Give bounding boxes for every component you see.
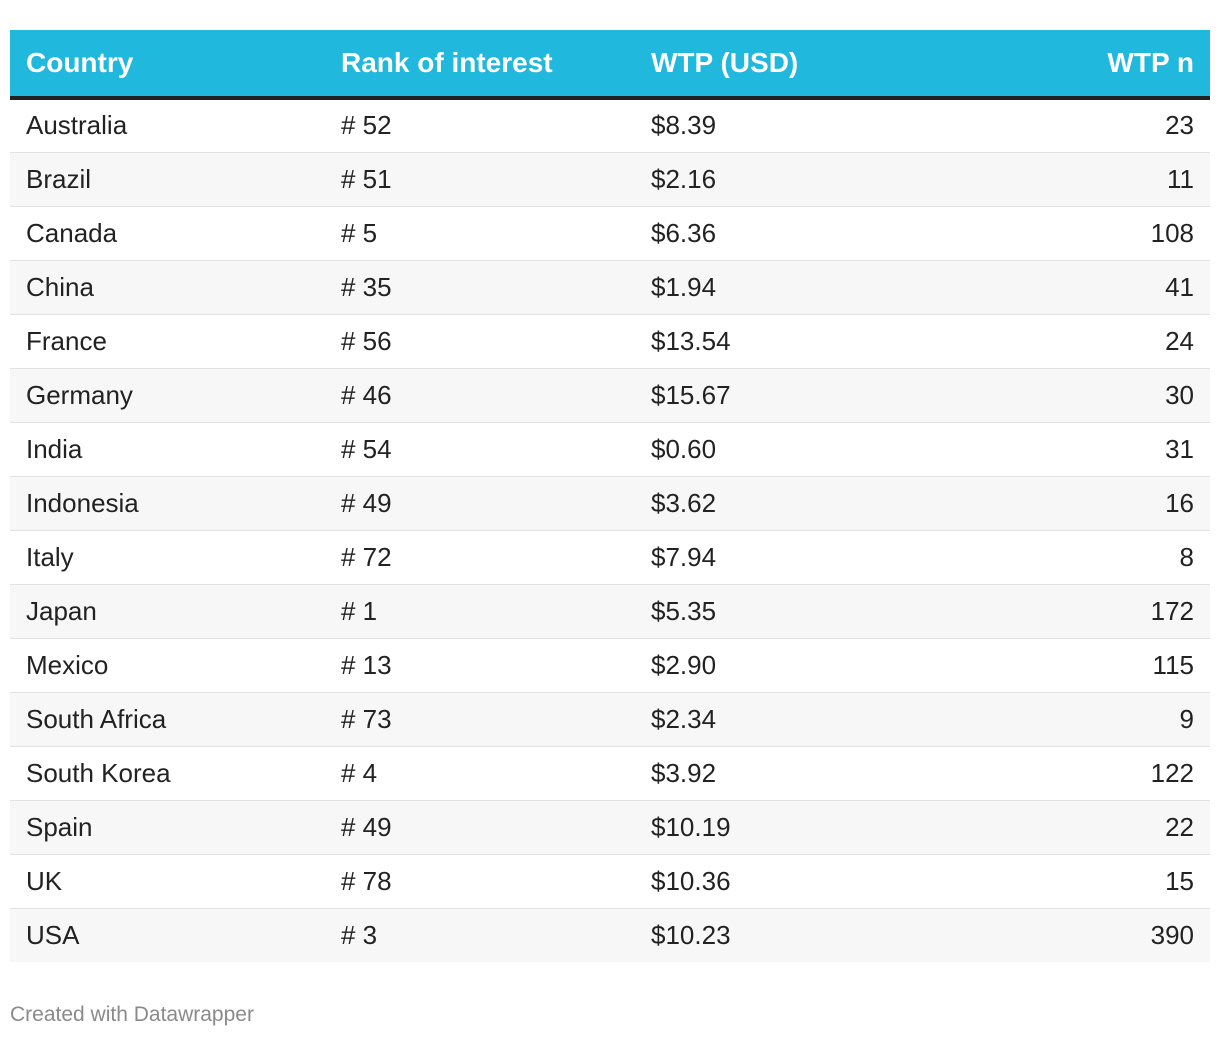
cell-country: UK bbox=[10, 854, 325, 909]
table-row: Brazil # 51 $2.16 11 bbox=[10, 152, 1210, 207]
cell-wtp-usd: $2.16 bbox=[635, 152, 925, 207]
cell-wtp-n: 22 bbox=[925, 800, 1210, 855]
cell-wtp-usd: $5.35 bbox=[635, 584, 925, 639]
cell-rank-of-interest: # 54 bbox=[325, 422, 635, 477]
cell-wtp-usd: $7.94 bbox=[635, 530, 925, 585]
cell-country: China bbox=[10, 260, 325, 315]
cell-wtp-n: 24 bbox=[925, 314, 1210, 369]
cell-wtp-usd: $8.39 bbox=[635, 98, 925, 153]
cell-rank-of-interest: # 5 bbox=[325, 206, 635, 261]
cell-wtp-usd: $15.67 bbox=[635, 368, 925, 423]
cell-country: Canada bbox=[10, 206, 325, 261]
cell-country: Australia bbox=[10, 98, 325, 153]
cell-wtp-n: 30 bbox=[925, 368, 1210, 423]
cell-country: Indonesia bbox=[10, 476, 325, 531]
cell-rank-of-interest: # 49 bbox=[325, 476, 635, 531]
table-row: Indonesia # 49 $3.62 16 bbox=[10, 476, 1210, 531]
cell-wtp-usd: $1.94 bbox=[635, 260, 925, 315]
table-body: Australia # 52 $8.39 23 Brazil # 51 $2.16 11 Can… bbox=[10, 98, 1210, 962]
column-header-wtp-n[interactable]: WTP n bbox=[925, 30, 1210, 100]
cell-country: Spain bbox=[10, 800, 325, 855]
cell-wtp-usd: $13.54 bbox=[635, 314, 925, 369]
cell-wtp-n: 15 bbox=[925, 854, 1210, 909]
cell-wtp-n: 390 bbox=[1150, 919, 1194, 950]
cell-rank-of-interest: # 13 bbox=[325, 638, 635, 693]
cell-wtp-usd: $2.34 bbox=[635, 692, 925, 747]
data-table-container: Country Rank of interest WTP (USD) WTP n… bbox=[10, 30, 1210, 962]
table-header: Country Rank of interest WTP (USD) WTP n bbox=[10, 30, 1210, 100]
column-header-country[interactable]: Country bbox=[10, 30, 325, 100]
table-row: Germany # 46 $15.67 30 bbox=[10, 368, 1210, 423]
cell-wtp-n: 41 bbox=[925, 260, 1210, 315]
footer-credit: Created with Datawrapper bbox=[10, 1003, 254, 1026]
cell-rank-of-interest: # 52 bbox=[325, 98, 635, 153]
cell-country: Germany bbox=[10, 368, 325, 423]
table-row: South Africa # 73 $2.34 9 bbox=[10, 692, 1210, 747]
cell-wtp-usd: $0.60 bbox=[635, 422, 925, 477]
cell-wtp-n: 172 bbox=[925, 584, 1210, 639]
cell-wtp-usd: $10.19 bbox=[635, 800, 925, 855]
column-header-wtp-usd[interactable]: WTP (USD) bbox=[635, 30, 925, 100]
cell-wtp-n: 122 bbox=[925, 746, 1210, 801]
cell-wtp-n: 31 bbox=[925, 422, 1210, 477]
cell-country: Japan bbox=[10, 584, 325, 639]
cell-rank-of-interest: # 3 bbox=[341, 919, 378, 950]
table-row: China # 35 $1.94 41 bbox=[10, 260, 1210, 315]
cell-wtp-n: 23 bbox=[925, 98, 1210, 153]
cell-wtp-n: 9 bbox=[925, 692, 1210, 747]
cell-wtp-usd: $10.23 bbox=[651, 919, 731, 950]
cell-rank-of-interest: # 35 bbox=[325, 260, 635, 315]
table-row: Italy # 72 $7.94 8 bbox=[10, 530, 1210, 585]
cell-wtp-n: 16 bbox=[925, 476, 1210, 531]
table-row: Canada # 5 $6.36 108 bbox=[10, 206, 1210, 261]
cell-wtp-usd: $10.36 bbox=[635, 854, 925, 909]
cell-rank-of-interest: # 56 bbox=[325, 314, 635, 369]
cell-country: India bbox=[10, 422, 325, 477]
cell-wtp-usd: $2.90 bbox=[635, 638, 925, 693]
cell-rank-of-interest: # 1 bbox=[325, 584, 635, 639]
cell-country: France bbox=[10, 314, 325, 369]
cell-country: Italy bbox=[10, 530, 325, 585]
cell-country: USA bbox=[26, 919, 80, 950]
cell-wtp-n: 8 bbox=[925, 530, 1210, 585]
cell-rank-of-interest: # 51 bbox=[325, 152, 635, 207]
table-row: India # 54 $0.60 31 bbox=[10, 422, 1210, 477]
table-row: USA # 3 $10.23 390 bbox=[10, 908, 1210, 962]
cell-rank-of-interest: # 78 bbox=[325, 854, 635, 909]
cell-country: South Africa bbox=[10, 692, 325, 747]
cell-wtp-usd: $6.36 bbox=[635, 206, 925, 261]
table-row: Spain # 49 $10.19 22 bbox=[10, 800, 1210, 855]
cell-rank-of-interest: # 72 bbox=[325, 530, 635, 585]
table-row: South Korea # 4 $3.92 122 bbox=[10, 746, 1210, 801]
table-row: Australia # 52 $8.39 23 bbox=[10, 98, 1210, 153]
cell-rank-of-interest: # 49 bbox=[325, 800, 635, 855]
cell-rank-of-interest: # 4 bbox=[325, 746, 635, 801]
cell-country: South Korea bbox=[10, 746, 325, 801]
table-row: France # 56 $13.54 24 bbox=[10, 314, 1210, 369]
cell-country: Mexico bbox=[10, 638, 325, 693]
cell-wtp-usd: $3.92 bbox=[635, 746, 925, 801]
table-row: UK # 78 $10.36 15 bbox=[10, 854, 1210, 909]
cell-wtp-usd: $3.62 bbox=[635, 476, 925, 531]
table-row: Mexico # 13 $2.90 115 bbox=[10, 638, 1210, 693]
table-row: Japan # 1 $5.35 172 bbox=[10, 584, 1210, 639]
cell-wtp-n: 115 bbox=[925, 638, 1210, 693]
data-table: Country Rank of interest WTP (USD) WTP n… bbox=[10, 30, 1210, 962]
cell-wtp-n: 108 bbox=[925, 206, 1210, 261]
cell-country: Brazil bbox=[10, 152, 325, 207]
column-header-rank-of-interest[interactable]: Rank of interest bbox=[325, 30, 635, 100]
cell-rank-of-interest: # 73 bbox=[325, 692, 635, 747]
header-row: Country Rank of interest WTP (USD) WTP n bbox=[10, 30, 1210, 100]
cell-wtp-n: 11 bbox=[925, 152, 1210, 207]
cell-rank-of-interest: # 46 bbox=[325, 368, 635, 423]
